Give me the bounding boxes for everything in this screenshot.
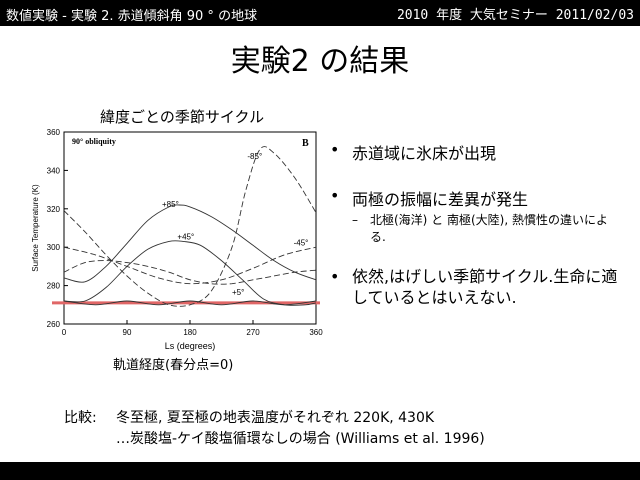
- x-tick-label: 360: [309, 328, 323, 337]
- bullet-text: 両極の振幅に差異が発生: [352, 190, 529, 209]
- series-label: -45°: [294, 238, 309, 247]
- comparison-label: 比較:: [64, 410, 97, 426]
- bullet-marker: •: [330, 140, 340, 159]
- y-tick-label: 280: [47, 282, 61, 291]
- bullet-text: 依然,はげしい季節サイクル.生命に適しているとはいえない.: [352, 267, 618, 307]
- plot-frame: [63, 131, 317, 325]
- panel-label: B: [302, 138, 309, 149]
- series-line-2: [63, 300, 317, 306]
- series-line-5: [63, 260, 317, 285]
- inner-chart-title: 90° obliquity: [72, 137, 116, 146]
- y-tick-label: 260: [47, 320, 61, 329]
- seasonal-cycle-chart: 0 90 180 270 360 260 280 300 320 340 360 Ls (degree…: [31, 128, 323, 351]
- x-axis-label: Ls (degrees): [165, 341, 216, 351]
- sub-bullet-marker: –: [352, 213, 358, 227]
- slide-title: 実験2 の結果: [230, 44, 410, 79]
- series-label: -85°: [247, 152, 262, 161]
- series-label: +85°: [162, 200, 179, 209]
- y-tick-label: 320: [47, 205, 61, 214]
- y-axis-label: Surface Temperature (K): [31, 184, 40, 272]
- sub-bullet-text: 北極(海洋) と 南極(大陸), 熱慣性の違いによる.: [370, 213, 608, 244]
- series-label: +45°: [177, 233, 194, 242]
- x-tick-label: 180: [183, 328, 197, 337]
- x-tick-label: 90: [123, 328, 132, 337]
- bullet-marker: •: [330, 186, 340, 205]
- series-label: +5°: [232, 288, 244, 297]
- x-tick-label: 0: [62, 328, 67, 337]
- comparison-line-2: …炭酸塩-ケイ酸塩循環なしの場合 (Williams et al. 1996): [116, 431, 485, 447]
- chart-caption: 緯度ごとの季節サイクル: [100, 108, 265, 126]
- y-tick-label: 340: [47, 166, 61, 175]
- chart-plot-group: 0 90 180 270 360 260 280 300 320 340 360 Ls (degree…: [31, 128, 323, 351]
- footer-bar: [0, 462, 640, 480]
- header-bar: 数値実験 - 実験 2. 赤道傾斜角 90 ° の地球 2010 年度 大気セミ…: [0, 0, 640, 26]
- header-right: 2010 年度 大気セミナー 2011/02/03: [396, 8, 634, 23]
- y-tick-label: 360: [47, 128, 61, 137]
- series-line-4: [63, 246, 317, 285]
- series-line-3: [63, 146, 317, 307]
- series-line-0: [63, 204, 317, 283]
- bullet-text: 赤道域に氷床が出現: [352, 144, 497, 163]
- comparison-line-1: 冬至極, 夏至極の地表温度がそれぞれ 220K, 430K: [116, 410, 435, 426]
- x-axis-caption: 軌道経度(春分点=0): [113, 358, 234, 373]
- bullet-marker: •: [330, 267, 340, 286]
- y-tick-label: 300: [47, 243, 61, 252]
- x-tick-label: 270: [246, 328, 260, 337]
- header-left: 数値実験 - 実験 2. 赤道傾斜角 90 ° の地球: [6, 9, 258, 24]
